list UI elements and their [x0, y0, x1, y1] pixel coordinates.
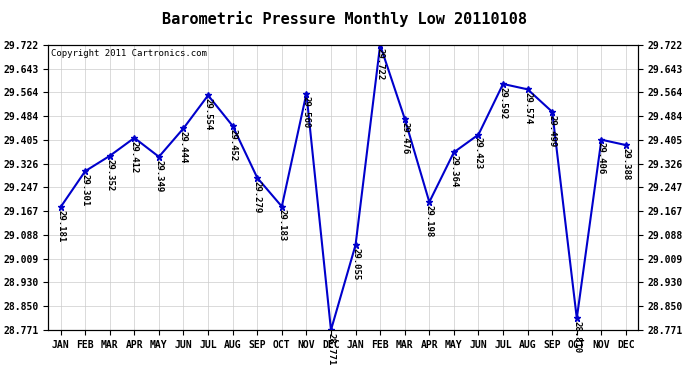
Text: 29.560: 29.560 — [302, 96, 311, 129]
Text: 29.592: 29.592 — [499, 87, 508, 119]
Text: 29.574: 29.574 — [523, 92, 532, 124]
Text: 29.554: 29.554 — [204, 98, 213, 130]
Text: 29.349: 29.349 — [155, 159, 164, 192]
Text: 29.279: 29.279 — [253, 180, 262, 213]
Text: 29.452: 29.452 — [228, 129, 237, 161]
Text: 29.444: 29.444 — [179, 131, 188, 164]
Text: 29.352: 29.352 — [106, 159, 115, 191]
Text: 29.499: 29.499 — [548, 115, 557, 147]
Text: 29.476: 29.476 — [400, 122, 409, 154]
Text: 29.364: 29.364 — [449, 155, 458, 188]
Text: 29.183: 29.183 — [277, 209, 286, 242]
Text: 29.423: 29.423 — [474, 137, 483, 170]
Text: 29.722: 29.722 — [375, 48, 384, 80]
Text: 29.412: 29.412 — [130, 141, 139, 173]
Text: 29.388: 29.388 — [622, 148, 631, 180]
Text: Barometric Pressure Monthly Low 20110108: Barometric Pressure Monthly Low 20110108 — [163, 11, 527, 27]
Text: 29.055: 29.055 — [351, 248, 360, 280]
Text: 29.301: 29.301 — [81, 174, 90, 206]
Text: 29.406: 29.406 — [597, 142, 606, 175]
Text: 29.181: 29.181 — [56, 210, 65, 242]
Text: 28.771: 28.771 — [326, 333, 335, 365]
Text: 29.198: 29.198 — [425, 205, 434, 237]
Text: 28.810: 28.810 — [572, 321, 581, 353]
Text: Copyright 2011 Cartronics.com: Copyright 2011 Cartronics.com — [51, 49, 207, 58]
